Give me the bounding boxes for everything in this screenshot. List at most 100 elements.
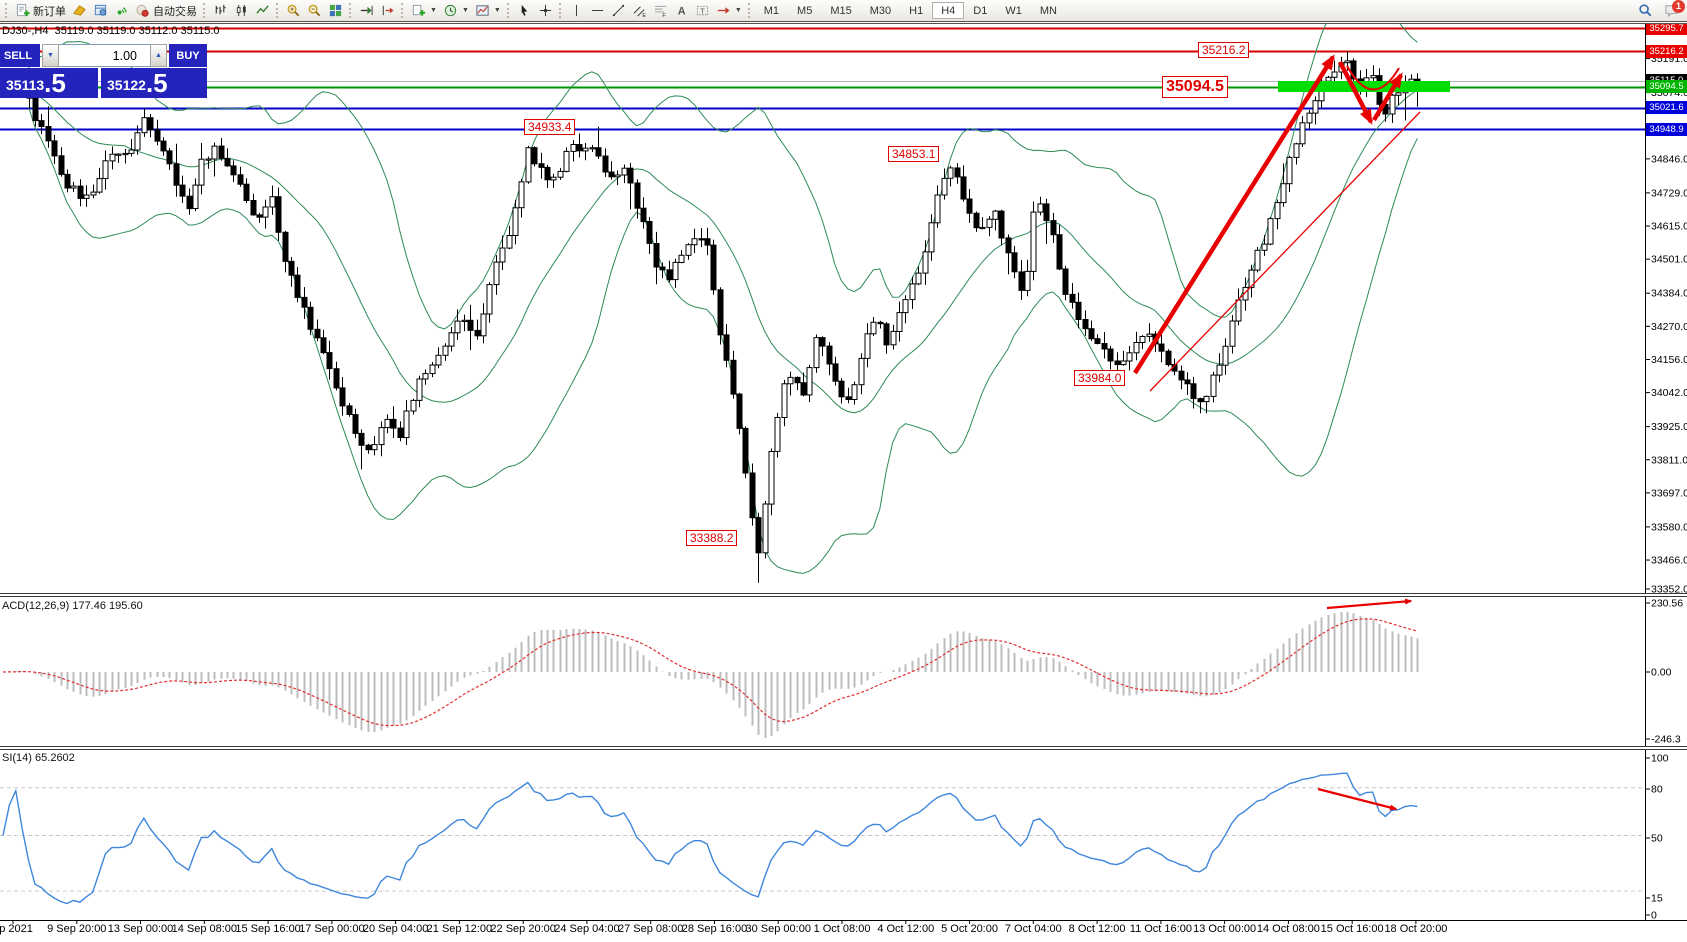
timeframe-w1[interactable]: W1	[1005, 5, 1022, 17]
auto-scroll-button[interactable]	[356, 1, 377, 20]
tile-windows-button[interactable]	[325, 1, 346, 20]
chevron-down-icon: ▼	[430, 7, 437, 14]
volume-input[interactable]	[59, 44, 150, 67]
profiles-icon	[73, 5, 86, 16]
horizontal-line-tool[interactable]	[587, 1, 608, 20]
svg-text:33352.0: 33352.0	[1651, 584, 1687, 596]
candlestick-chart-icon	[236, 4, 246, 17]
toolbar-right-group: 1	[1635, 0, 1685, 20]
svg-text:230.56: 230.56	[1651, 598, 1683, 610]
svg-text:A: A	[678, 6, 686, 18]
cursor-icon	[521, 4, 528, 16]
fibonacci-tool[interactable]: F	[650, 1, 671, 20]
crosshair-icon	[539, 4, 551, 17]
svg-text:34615.0: 34615.0	[1651, 221, 1687, 233]
line-chart-icon	[256, 5, 269, 14]
toolbar-grip[interactable]	[349, 3, 353, 18]
timeframe-mn[interactable]: MN	[1039, 5, 1057, 17]
autotrade-button[interactable]: 自动交易	[132, 1, 200, 20]
search-icon	[1639, 4, 1652, 17]
sell-button[interactable]: SELL	[0, 44, 40, 67]
svg-text:T: T	[700, 6, 705, 15]
toolbar-grip[interactable]	[203, 3, 207, 18]
bar-chart-button[interactable]	[210, 1, 231, 20]
chart-shift-icon	[382, 5, 394, 16]
vertical-line-icon	[575, 4, 577, 17]
tile-windows-icon	[329, 4, 342, 17]
candlestick-chart-button[interactable]	[231, 1, 252, 20]
svg-text:50: 50	[1651, 833, 1663, 845]
macd-value-1: 177.46	[72, 600, 106, 612]
chevron-down-icon: ▼	[734, 7, 742, 14]
timeframe-m5[interactable]: M5	[797, 5, 813, 17]
new-order-button[interactable]: 新订单	[12, 1, 69, 20]
sell-price-button[interactable]: 35113.5	[0, 68, 98, 98]
svg-text:-246.3: -246.3	[1651, 734, 1681, 746]
buy-price-main: 35122	[107, 77, 146, 93]
svg-text:33466.0: 33466.0	[1651, 555, 1687, 567]
buy-button[interactable]: BUY	[169, 44, 207, 67]
equidistant-channel-tool[interactable]: E	[629, 1, 650, 20]
timeframe-m1[interactable]: M1	[763, 5, 780, 17]
horizontal-line-icon	[591, 10, 603, 11]
periods-clock-icon	[444, 4, 457, 17]
chevron-down-icon: ▼	[493, 7, 501, 14]
chart-profiles-button[interactable]	[69, 1, 90, 20]
templates-icon	[476, 5, 489, 16]
toolbar-grip[interactable]	[276, 3, 280, 18]
pane-splitter[interactable]	[0, 593, 1687, 597]
crosshair-tool-button[interactable]	[535, 1, 556, 20]
time-axis[interactable]	[0, 920, 1645, 942]
timeframe-m15[interactable]: M15	[830, 5, 852, 17]
line-chart-button[interactable]	[252, 1, 273, 20]
templates-dropdown[interactable]: ▼	[472, 1, 504, 20]
toolbar-grip[interactable]	[401, 3, 405, 18]
macd-label: ACD(12,26,9) 177.46 195.60	[2, 600, 143, 612]
cursor-tool-button[interactable]	[514, 1, 535, 20]
notifications-button[interactable]: 1	[1664, 0, 1685, 18]
fibonacci-icon: F	[654, 5, 666, 18]
text-tool[interactable]: A	[671, 1, 692, 20]
timeframe-d1[interactable]: D1	[973, 5, 988, 17]
market-watch-button[interactable]	[90, 1, 111, 20]
signals-button[interactable]	[111, 1, 132, 20]
timeframe-h4[interactable]: H4	[932, 2, 965, 19]
chart-shift-button[interactable]	[377, 1, 398, 20]
volume-down-button[interactable]: ▼	[42, 44, 59, 67]
new-order-label: 新订单	[33, 5, 66, 18]
chevron-down-icon: ▼	[461, 7, 469, 14]
toolbar-grip[interactable]	[558, 3, 563, 18]
zoom-out-button[interactable]	[304, 1, 325, 20]
timeframe-m30[interactable]: M30	[869, 5, 892, 17]
price-axis[interactable]	[1645, 23, 1687, 920]
svg-text:15: 15	[1651, 893, 1663, 905]
sell-price-pips: .5	[44, 68, 66, 98]
svg-text:33580.0: 33580.0	[1651, 521, 1687, 533]
toolbar-grip[interactable]	[747, 3, 752, 18]
timeframe-h1[interactable]: H1	[909, 5, 924, 17]
trendline-tool[interactable]	[608, 1, 629, 20]
text-label-tool[interactable]: T	[692, 1, 713, 20]
vertical-line-tool[interactable]	[566, 1, 587, 20]
pane-splitter[interactable]	[0, 746, 1687, 750]
rsi-value: 65.2602	[35, 752, 75, 764]
buy-price-button[interactable]: 35122.5	[101, 68, 207, 98]
search-button[interactable]	[1635, 1, 1656, 20]
toolbar-grip[interactable]	[506, 3, 511, 18]
toolbar-grip[interactable]	[5, 3, 9, 18]
periods-dropdown[interactable]: ▼	[440, 1, 472, 20]
indicators-dropdown[interactable]: ▼	[408, 1, 440, 20]
svg-text:F: F	[662, 13, 666, 18]
rsi-name: SI(14)	[2, 752, 32, 764]
zoom-in-button[interactable]	[283, 1, 304, 20]
rsi-label: SI(14) 65.2602	[2, 752, 75, 764]
autotrade-icon	[136, 4, 149, 17]
market-watch-icon	[94, 4, 107, 16]
toolbar-border	[0, 21, 1687, 24]
volume-up-button[interactable]: ▲	[150, 44, 167, 67]
text-label-icon: T	[696, 5, 708, 15]
buy-price-pips: .5	[145, 68, 168, 98]
arrows-shapes-dropdown[interactable]: ▼	[713, 1, 745, 20]
